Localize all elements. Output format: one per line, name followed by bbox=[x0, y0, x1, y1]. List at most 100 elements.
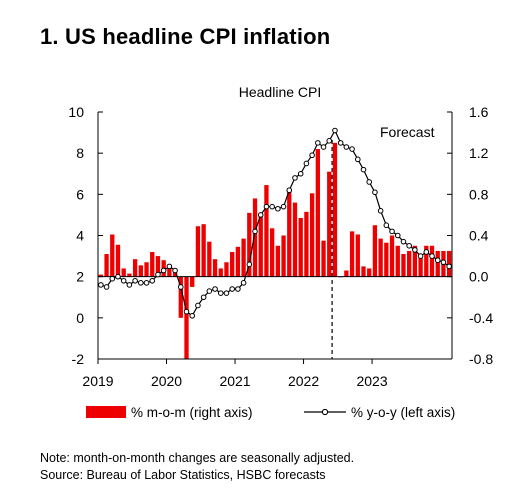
bar-2020-03 bbox=[178, 276, 183, 318]
bar-2019-08 bbox=[138, 265, 143, 277]
bar-2019-06 bbox=[127, 273, 132, 277]
bar-2023-05 bbox=[395, 245, 400, 277]
bar-2019-04 bbox=[115, 244, 121, 277]
right-tick-label: 1.6 bbox=[469, 104, 489, 120]
yoy-point-2022-10 bbox=[354, 156, 361, 163]
bar-2022-10 bbox=[355, 234, 360, 277]
left-tick-label: 6 bbox=[76, 186, 84, 202]
yoy-point-2023-11 bbox=[429, 253, 435, 259]
bar-2023-04 bbox=[389, 235, 395, 277]
bar-2022-01 bbox=[304, 211, 309, 277]
yoy-point-2019-12 bbox=[160, 267, 167, 274]
bar-2021-04 bbox=[252, 198, 258, 277]
bar-2023-08 bbox=[412, 245, 418, 277]
left-tick-label: 4 bbox=[76, 228, 84, 244]
bar-2019-01 bbox=[98, 274, 104, 277]
bar-2023-11 bbox=[429, 245, 435, 277]
yoy-point-2021-06 bbox=[263, 203, 270, 210]
bar-2023-03 bbox=[384, 242, 389, 277]
bar-2019-02 bbox=[104, 254, 109, 277]
yoy-point-2022-02 bbox=[309, 152, 315, 159]
yoy-point-2023-09 bbox=[417, 253, 424, 259]
yoy-point-2023-07 bbox=[406, 242, 412, 249]
legend-bar-label: % m-o-m (right axis) bbox=[131, 405, 253, 420]
bar-2020-12 bbox=[230, 251, 235, 277]
left-tick-label: 8 bbox=[76, 145, 84, 161]
bar-2020-08 bbox=[207, 241, 212, 277]
yoy-point-2019-10 bbox=[149, 277, 156, 284]
yoy-point-2019-03 bbox=[109, 275, 116, 282]
right-tick-label: -0.8 bbox=[469, 351, 493, 367]
x-axis: 2019 2020 2021 2022 2023 bbox=[82, 359, 388, 389]
bar-2023-07 bbox=[407, 250, 412, 277]
yoy-point-2019-04 bbox=[115, 273, 121, 280]
x-tick-label: 2022 bbox=[288, 373, 319, 389]
yoy-point-2021-11 bbox=[292, 175, 298, 181]
bar-2022-12 bbox=[367, 268, 372, 277]
yoy-point-2020-04 bbox=[183, 308, 190, 315]
yoy-point-2023-08 bbox=[412, 247, 418, 253]
bar-2020-06 bbox=[195, 226, 201, 277]
yoy-point-2021-02 bbox=[240, 280, 247, 286]
right-axis: -0.8 -0.4 0.0 0.4 0.8 1.2 1.6 bbox=[447, 104, 493, 367]
bar-2021-06 bbox=[264, 185, 269, 277]
yoy-point-2020-12 bbox=[229, 286, 235, 292]
bar-2021-05 bbox=[258, 212, 263, 277]
yoy-point-2022-08 bbox=[343, 144, 350, 150]
yoy-point-2020-03 bbox=[177, 284, 184, 290]
bar-2020-07 bbox=[201, 224, 206, 277]
yoy-point-2023-10 bbox=[423, 249, 430, 255]
bar-2022-04 bbox=[321, 240, 326, 277]
bar-2022-08 bbox=[344, 270, 349, 277]
source-text: Source: Bureau of Labor Statistics, HSBC… bbox=[40, 468, 326, 482]
yoy-point-2024-02 bbox=[446, 263, 452, 270]
bar-2022-05 bbox=[327, 171, 332, 277]
yoy-point-2023-06 bbox=[400, 238, 407, 245]
yoy-point-2022-11 bbox=[360, 166, 367, 173]
yoy-point-2020-07 bbox=[200, 294, 207, 301]
bar-2023-01 bbox=[372, 225, 378, 277]
yoy-point-2019-08 bbox=[138, 280, 144, 286]
bar-2019-05 bbox=[121, 268, 126, 277]
yoy-point-2020-09 bbox=[212, 286, 218, 292]
yoy-point-2021-05 bbox=[257, 212, 264, 218]
bar-2021-09 bbox=[281, 235, 286, 277]
yoy-point-2023-04 bbox=[389, 228, 395, 235]
legend: % m-o-m (right axis) % y-o-y (left axis) bbox=[86, 405, 455, 420]
bar-2023-12 bbox=[435, 250, 440, 277]
yoy-point-2020-01 bbox=[166, 263, 173, 270]
bar-2020-09 bbox=[212, 259, 218, 277]
legend-bar-swatch bbox=[86, 406, 126, 418]
left-tick-label: -2 bbox=[72, 351, 85, 367]
yoy-line-path bbox=[100, 129, 450, 317]
bar-2019-07 bbox=[132, 259, 138, 277]
page-title: 1. US headline CPI inflation bbox=[40, 24, 331, 49]
yoy-point-2022-06 bbox=[332, 127, 338, 134]
bar-2022-02 bbox=[309, 193, 315, 277]
left-tick-label: 0 bbox=[76, 310, 84, 326]
yoy-point-2021-08 bbox=[275, 205, 281, 212]
bar-2020-04 bbox=[184, 276, 189, 359]
bar-2020-10 bbox=[218, 268, 223, 277]
bar-2020-05 bbox=[190, 276, 195, 287]
right-tick-label: 1.2 bbox=[469, 145, 489, 161]
yoy-point-2023-01 bbox=[372, 189, 378, 196]
yoy-point-2019-06 bbox=[126, 282, 133, 288]
bar-2019-09 bbox=[144, 262, 149, 277]
yoy-point-2022-07 bbox=[337, 140, 344, 146]
bar-2023-09 bbox=[418, 256, 423, 277]
bar-2021-12 bbox=[298, 218, 303, 277]
yoy-point-2019-05 bbox=[120, 277, 127, 284]
bar-2019-10 bbox=[150, 251, 155, 277]
right-tick-label: -0.4 bbox=[469, 310, 493, 326]
bar-2019-11 bbox=[155, 256, 161, 277]
yoy-point-2023-02 bbox=[377, 208, 384, 214]
bar-2021-02 bbox=[241, 238, 246, 277]
right-tick-label: 0.4 bbox=[469, 228, 489, 244]
line-series bbox=[98, 127, 452, 319]
right-tick-label: 0.8 bbox=[469, 186, 489, 202]
bar-2020-01 bbox=[167, 266, 172, 277]
yoy-point-2023-03 bbox=[383, 222, 390, 229]
bar-2021-08 bbox=[275, 245, 281, 277]
note-text: Note: month-on-month changes are seasona… bbox=[40, 451, 355, 465]
